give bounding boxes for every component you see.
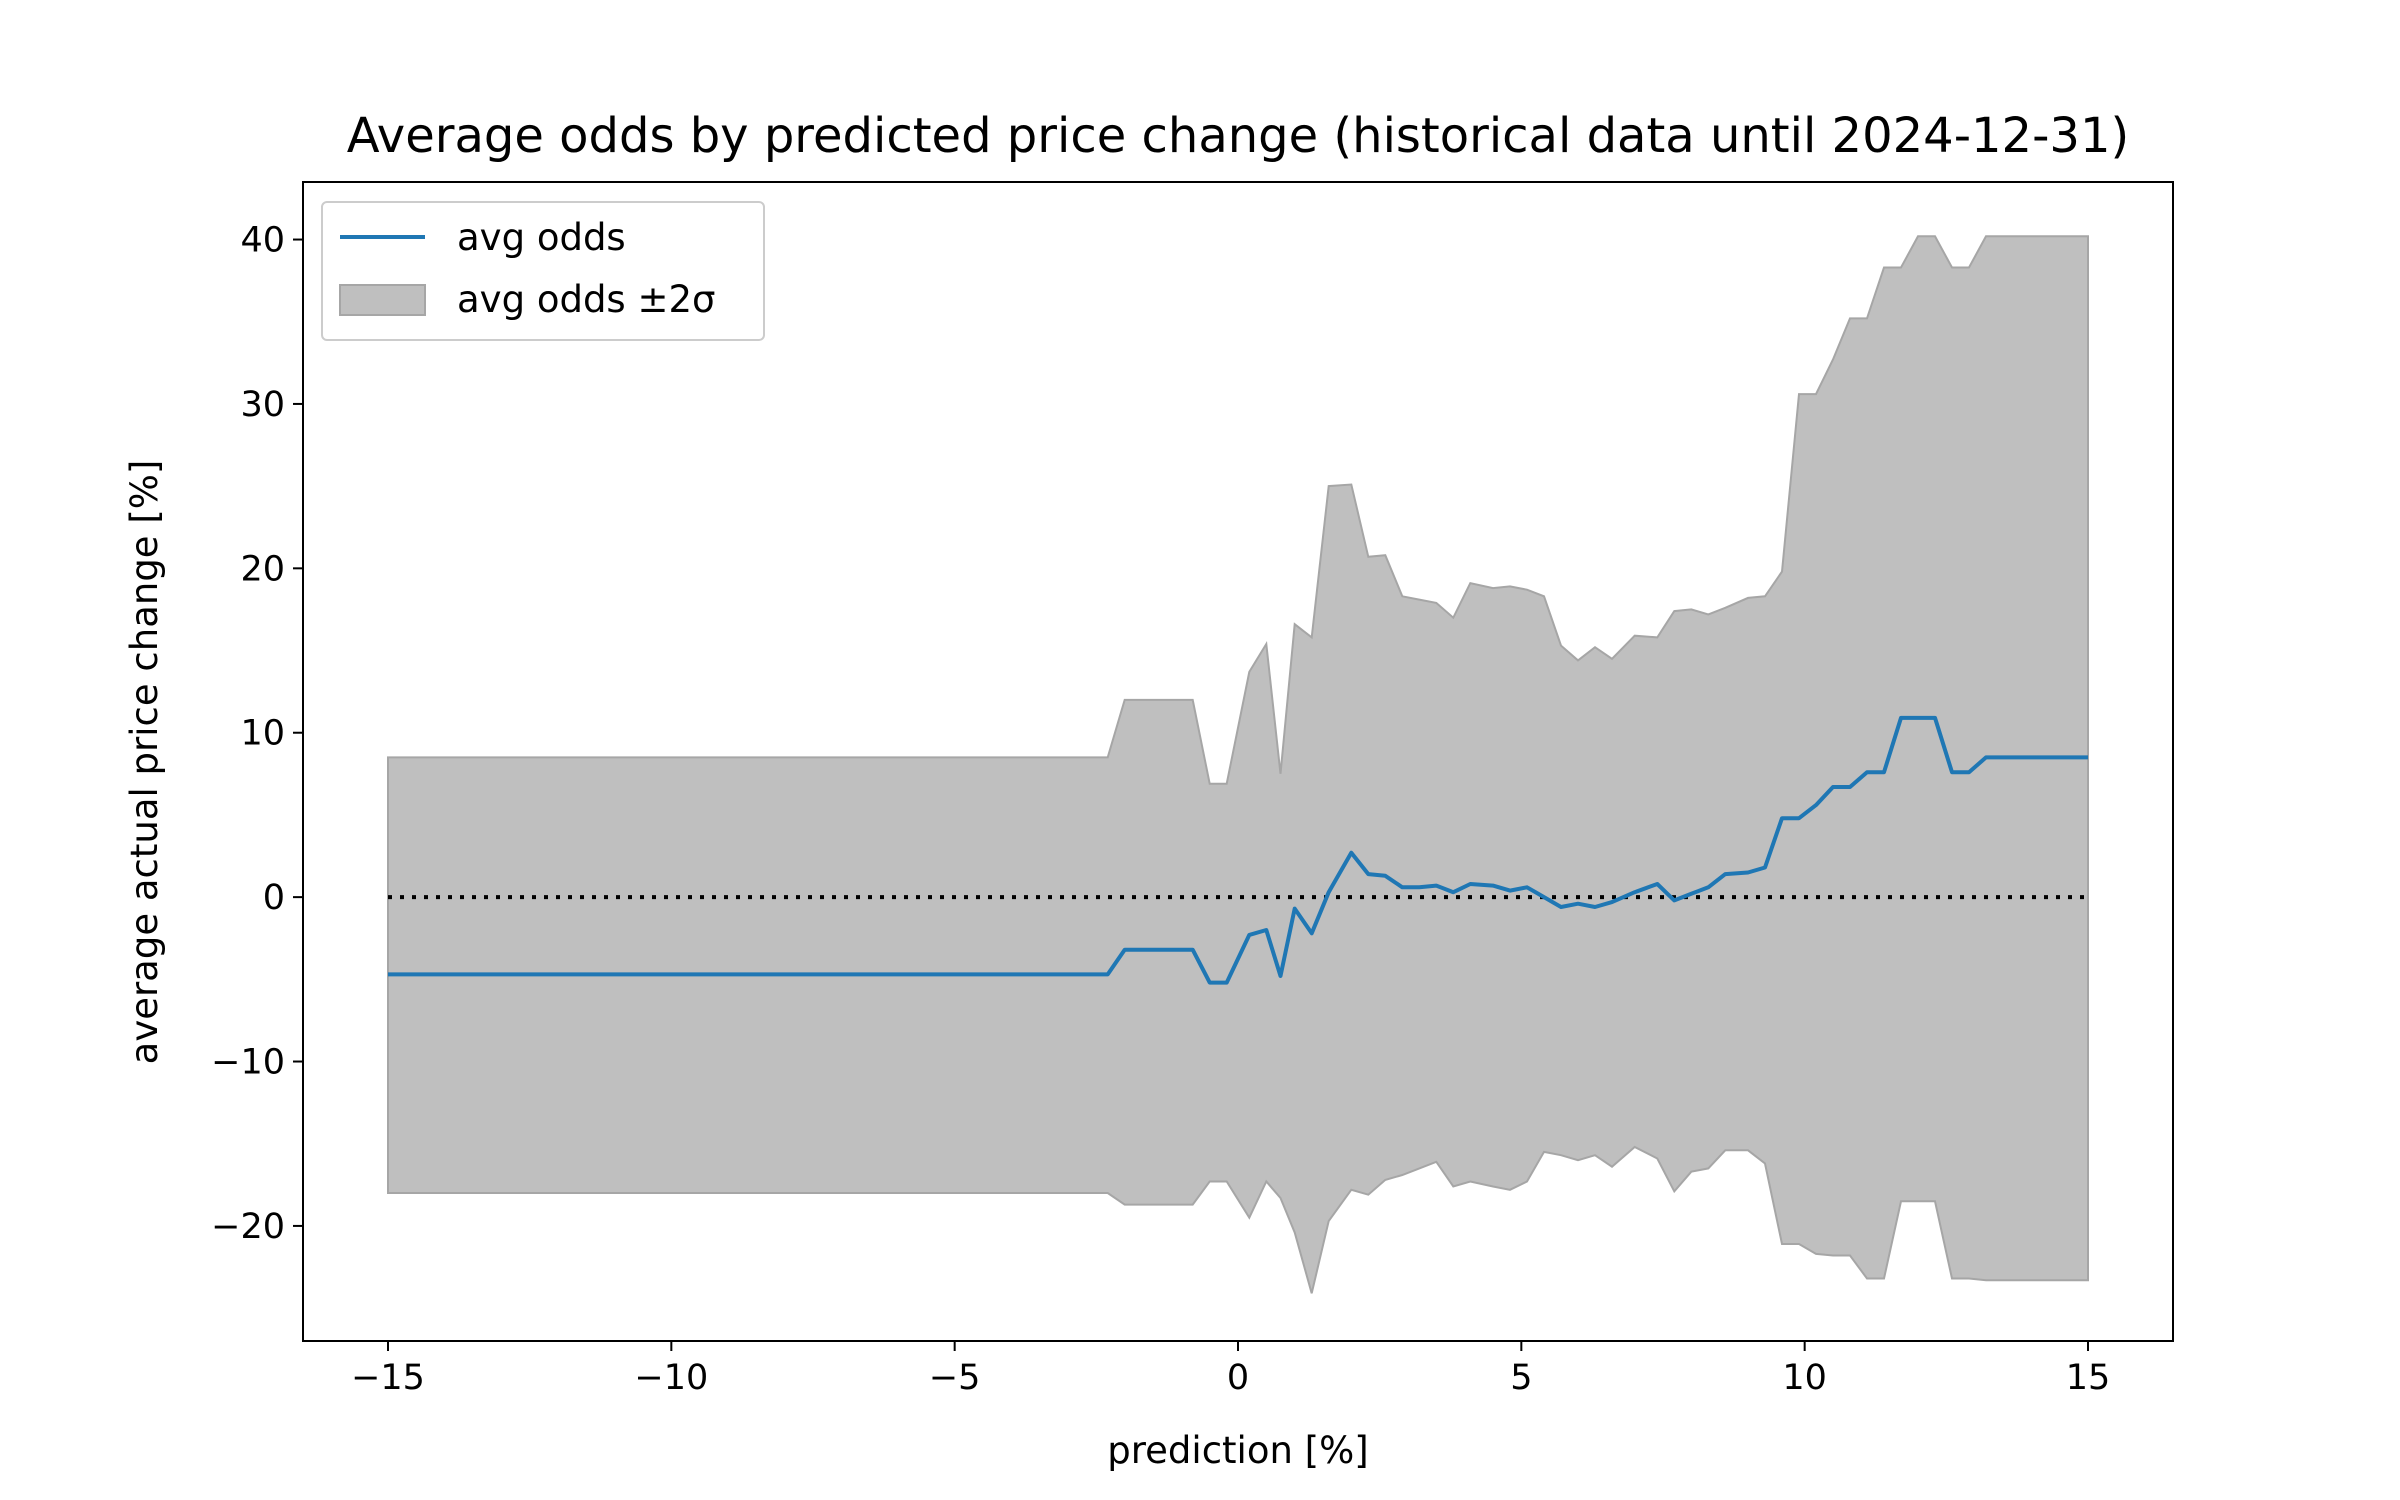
y-tick-label: 20 xyxy=(240,549,285,589)
y-axis: −20 −10 0 10 20 30 40 xyxy=(211,221,303,1247)
x-tick-label: −10 xyxy=(634,1358,708,1398)
legend-band-swatch xyxy=(339,284,426,316)
y-axis-label: average actual price change [%] xyxy=(123,460,166,1065)
x-tick-label: −15 xyxy=(351,1358,425,1398)
x-axis: −15 −10 −5 0 5 10 15 xyxy=(351,1341,2110,1398)
x-axis-label: prediction [%] xyxy=(1107,1429,1368,1472)
x-tick-label: 0 xyxy=(1227,1358,1249,1398)
x-tick-label: 15 xyxy=(2066,1358,2111,1398)
y-tick-label: 40 xyxy=(240,221,285,261)
legend-label-avg-odds: avg odds xyxy=(457,216,626,259)
legend-frame xyxy=(321,201,765,341)
y-tick-label: 10 xyxy=(240,714,285,754)
legend: avg odds avg odds ±2σ xyxy=(321,201,765,341)
chart-title: Average odds by predicted price change (… xyxy=(347,108,2129,164)
y-tick-label: 0 xyxy=(263,878,285,918)
y-tick-label: 30 xyxy=(240,385,285,425)
y-tick-label: −10 xyxy=(211,1043,285,1083)
x-tick-label: 5 xyxy=(1510,1358,1532,1398)
confidence-band xyxy=(387,235,2089,1294)
legend-label-avg-odds-band: avg odds ±2σ xyxy=(457,278,715,321)
plot-area xyxy=(387,235,2089,1294)
avg-odds-line xyxy=(388,715,2088,985)
x-tick-label: −5 xyxy=(929,1358,981,1398)
x-tick-label: 10 xyxy=(1782,1358,1827,1398)
y-tick-label: −20 xyxy=(211,1207,285,1247)
